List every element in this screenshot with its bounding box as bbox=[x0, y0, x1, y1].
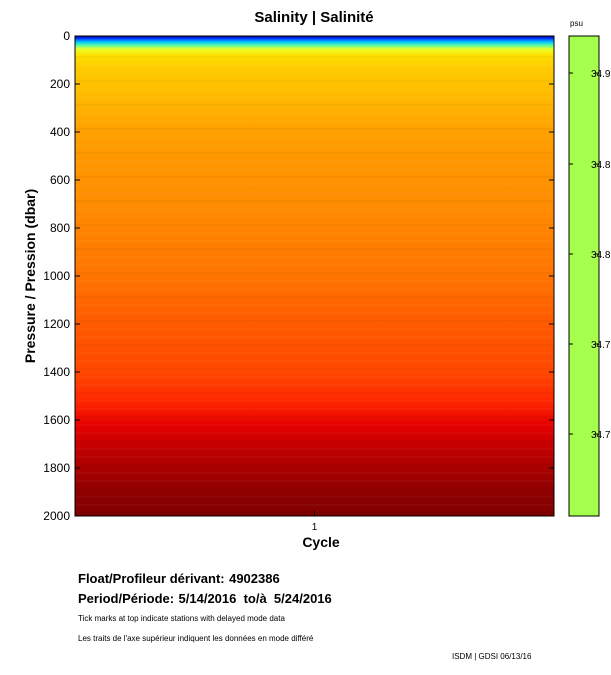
y-tick-label: 800 bbox=[50, 221, 70, 235]
salinity-band bbox=[75, 336, 554, 338]
salinity-band bbox=[75, 240, 554, 242]
x-axis-label: Cycle bbox=[302, 534, 340, 550]
salinity-band bbox=[75, 304, 554, 306]
salinity-band bbox=[75, 320, 554, 322]
salinity-band bbox=[75, 480, 554, 482]
salinity-band bbox=[75, 112, 554, 114]
salinity-band bbox=[75, 72, 554, 74]
salinity-band bbox=[75, 416, 554, 418]
salinity-band bbox=[75, 96, 554, 98]
salinity-band bbox=[75, 296, 554, 298]
salinity-band bbox=[75, 488, 554, 490]
y-axis-label: Pressure / Pression (dbar) bbox=[22, 189, 38, 363]
salinity-band bbox=[75, 160, 554, 162]
y-tick-label: 1000 bbox=[43, 269, 70, 283]
y-tick-label: 1600 bbox=[43, 413, 70, 427]
salinity-band bbox=[75, 56, 554, 58]
salinity-band bbox=[75, 464, 554, 466]
float-value: 4902386 bbox=[229, 571, 280, 586]
float-info: Float/Profileur dérivant: 4902386 bbox=[78, 570, 280, 588]
salinity-band bbox=[75, 64, 554, 66]
salinity-band bbox=[75, 280, 554, 282]
y-tick-label: 0 bbox=[63, 29, 70, 43]
y-tick-label: 2000 bbox=[43, 509, 70, 523]
salinity-band bbox=[75, 352, 554, 354]
salinity-band bbox=[75, 104, 554, 106]
colorbar-ticks: 34.9 34.8 34.8 34.7 34.7 bbox=[569, 69, 611, 441]
x-axis-ticks: 1 bbox=[312, 511, 318, 533]
colorbar-tick-label: 34.8 bbox=[591, 160, 611, 171]
heatmap-area bbox=[75, 36, 554, 516]
chart-title: Salinity | Salinité bbox=[254, 9, 373, 26]
salinity-band bbox=[75, 232, 554, 234]
salinity-band bbox=[75, 448, 554, 450]
salinity-band bbox=[75, 360, 554, 362]
y-tick-label: 200 bbox=[50, 77, 70, 91]
salinity-band bbox=[75, 504, 554, 506]
salinity-band bbox=[75, 152, 554, 154]
colorbar-tick-label: 34.7 bbox=[591, 430, 611, 441]
salinity-band bbox=[75, 472, 554, 474]
colorbar-tick-label: 34.7 bbox=[591, 340, 611, 351]
salinity-band bbox=[75, 408, 554, 410]
period-info: Period/Période: 5/14/2016 to/à 5/24/2016 bbox=[78, 590, 332, 608]
salinity-band bbox=[75, 248, 554, 250]
salinity-band bbox=[75, 224, 554, 226]
salinity-band bbox=[75, 200, 554, 202]
salinity-band bbox=[75, 80, 554, 82]
note-english: Tick marks at top indicate stations with… bbox=[78, 614, 285, 623]
y-tick-label: 400 bbox=[50, 125, 70, 139]
colorbar bbox=[568, 35, 600, 517]
salinity-band bbox=[75, 440, 554, 442]
salinity-band bbox=[75, 120, 554, 122]
colorbar-unit: psu bbox=[570, 19, 583, 28]
salinity-band bbox=[75, 256, 554, 258]
y-tick-label: 600 bbox=[50, 173, 70, 187]
salinity-band bbox=[75, 144, 554, 146]
y-tick-label: 1400 bbox=[43, 365, 70, 379]
salinity-band bbox=[75, 432, 554, 434]
y-axis-ticks: 0 200 400 600 800 1000 1200 1400 1600 1800 2000 bbox=[43, 29, 554, 523]
salinity-band bbox=[75, 368, 554, 370]
salinity-band bbox=[75, 168, 554, 170]
colorbar-tick-label: 34.9 bbox=[591, 69, 611, 80]
salinity-band bbox=[75, 128, 554, 130]
salinity-band bbox=[75, 216, 554, 218]
credit-line: ISDM | GDSI 06/13/16 bbox=[452, 652, 532, 661]
period-value: 5/14/2016 to/à 5/24/2016 bbox=[178, 591, 332, 606]
salinity-band bbox=[75, 272, 554, 274]
salinity-band bbox=[75, 400, 554, 402]
y-tick-label: 1800 bbox=[43, 461, 70, 475]
salinity-band bbox=[75, 88, 554, 90]
salinity-band bbox=[75, 392, 554, 394]
x-tick-label: 1 bbox=[312, 522, 318, 533]
salinity-band bbox=[75, 136, 554, 138]
salinity-band bbox=[75, 328, 554, 330]
float-label: Float/Profileur dérivant: bbox=[78, 571, 225, 586]
salinity-band bbox=[75, 496, 554, 498]
salinity-band bbox=[75, 288, 554, 290]
salinity-band bbox=[75, 192, 554, 194]
salinity-band bbox=[75, 376, 554, 378]
salinity-band bbox=[75, 176, 554, 178]
salinity-band bbox=[75, 456, 554, 458]
salinity-band bbox=[75, 424, 554, 426]
period-label: Period/Période: bbox=[78, 591, 175, 606]
salinity-band bbox=[75, 208, 554, 210]
salinity-band bbox=[75, 384, 554, 386]
salinity-band bbox=[75, 344, 554, 346]
colorbar-tick-label: 34.8 bbox=[591, 250, 611, 261]
y-tick-label: 1200 bbox=[43, 317, 70, 331]
salinity-band bbox=[75, 312, 554, 314]
note-french: Les traits de l'axe supérieur indiquent … bbox=[78, 634, 314, 643]
salinity-band bbox=[75, 184, 554, 186]
salinity-band bbox=[75, 264, 554, 266]
